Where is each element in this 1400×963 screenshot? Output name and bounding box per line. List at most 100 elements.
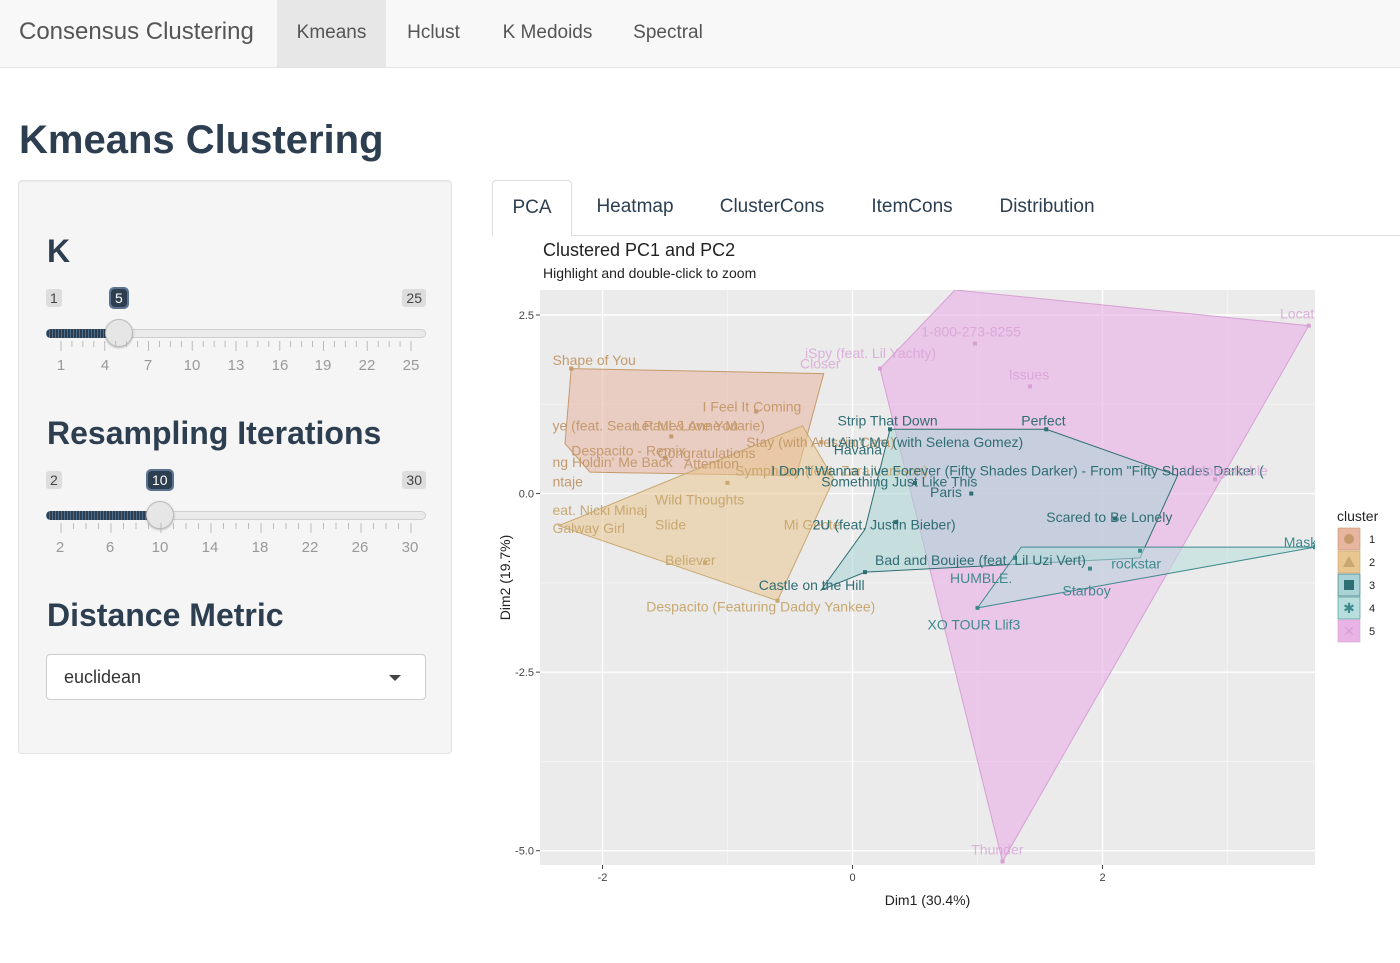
k-slider[interactable]: 1 5 25 1 4 7 10 13 16 19 22 25 (46, 287, 426, 379)
point-label: Paris (930, 484, 962, 500)
point-label: HUMBLE. (950, 570, 1012, 586)
y-tick-label: -2.5 (515, 667, 534, 679)
point-label: Despacito - Remix (571, 443, 685, 459)
point-5 (1306, 323, 1311, 328)
point-3 (1113, 516, 1117, 521)
tab-itemcons[interactable]: ItemCons (862, 180, 962, 236)
point-2 (725, 480, 730, 485)
point-label: I Feel It Coming (703, 398, 802, 414)
point-2 (775, 598, 780, 603)
k-tick: 25 (402, 357, 420, 374)
point-label: Something Just Like This (821, 473, 977, 489)
point-5 (1000, 859, 1005, 864)
point-label: Mask (1284, 534, 1318, 550)
point-3 (969, 491, 974, 496)
point-5 (1213, 477, 1217, 482)
point-label: Strip That Down (838, 413, 938, 429)
y-tick-label: -5.0 (515, 846, 534, 858)
k-tick: 7 (143, 357, 153, 374)
k-tick: 16 (271, 357, 289, 374)
legend-marker (1344, 580, 1354, 590)
nav-item-label: K Medoids (502, 22, 593, 43)
iterations-tick: 14 (201, 539, 219, 556)
nav-item-kmeans[interactable]: Kmeans (277, 0, 386, 67)
tab-bar: PCA Heatmap ClusterCons ItemCons Distrib… (492, 180, 1400, 237)
plot-subtitle: Highlight and double-click to zoom (543, 265, 757, 281)
navbar: Consensus Clustering Kmeans Hclust K Med… (0, 0, 1400, 68)
k-slider-handle[interactable] (105, 319, 133, 347)
point-label: Starboy (1063, 583, 1111, 599)
point-label: Shape of You (553, 352, 636, 368)
point-label: Wild Thoughts (655, 491, 744, 507)
tab-clustercons[interactable]: ClusterCons (712, 180, 832, 236)
iterations-tick: 2 (55, 539, 65, 556)
k-tick: 13 (227, 357, 245, 374)
point-label: Believer (665, 552, 716, 568)
point-3 (913, 480, 917, 485)
tab-heatmap[interactable]: Heatmap (588, 180, 682, 236)
point-label: Issues (1009, 366, 1049, 382)
nav-item-k-medoids[interactable]: K Medoids (485, 0, 610, 67)
iterations-slider-ticks (60, 523, 412, 533)
point-label: ye (feat. Sean Paul & Anne-Marie) (553, 418, 765, 434)
point-label: It Ain't Me (with Selena Gomez) (828, 434, 1024, 450)
point-5 (878, 366, 882, 371)
nav-item-label: Kmeans (296, 22, 367, 43)
tab-distribution[interactable]: Distribution (992, 180, 1102, 236)
navbar-brand[interactable]: Consensus Clustering (19, 18, 254, 45)
iterations-slider-min: 2 (46, 471, 62, 489)
point-label: 1-800-273-8255 (921, 323, 1021, 339)
legend-marker: ✕ (1343, 624, 1355, 640)
point-label: rockstar (1111, 556, 1161, 572)
legend-marker: ✱ (1343, 601, 1355, 617)
point-label: Closer (800, 356, 841, 372)
iterations-slider-value: 10 (146, 469, 174, 491)
point-label: Perfect (1021, 413, 1065, 429)
point-label: Galway Girl (553, 520, 625, 536)
y-axis-title: Dim2 (19.7%) (497, 535, 513, 621)
tab-pca[interactable]: PCA (492, 180, 572, 237)
iterations-slider[interactable]: 2 10 30 2 6 10 14 18 22 26 30 (46, 469, 426, 561)
nav-item-hclust[interactable]: Hclust (392, 0, 475, 67)
tab-label: PCA (512, 197, 552, 218)
point-label: Attention (684, 456, 739, 472)
x-tick-label: -2 (598, 872, 608, 884)
point-label: Scared to Be Lonely (1046, 509, 1172, 525)
pca-scatter-plot[interactable]: -2 0 2 2.5 0.0 -2.5 -5.0 Dim1 (30.4%) Dim2 (19.7… (490, 285, 1400, 915)
iterations-slider-max: 30 (402, 471, 426, 489)
distance-metric-select[interactable]: euclidean (46, 654, 426, 700)
legend-label: 5 (1369, 626, 1375, 638)
nav-item-spectral[interactable]: Spectral (620, 0, 716, 67)
point-1 (819, 440, 824, 445)
distance-metric-value: euclidean (64, 667, 142, 687)
iterations-tick: 22 (301, 539, 319, 556)
point-4 (1313, 545, 1315, 550)
legend-marker (1344, 534, 1354, 544)
point-label: Despacito (Featuring Daddy Yankee) (646, 598, 875, 614)
nav-item-label: Hclust (407, 22, 460, 43)
point-1 (569, 366, 574, 371)
point-2 (703, 560, 707, 565)
legend-label: 4 (1369, 603, 1375, 615)
x-axis-title: Dim1 (30.4%) (885, 892, 971, 908)
iterations-label: Resampling Iterations (47, 415, 382, 451)
k-tick: 10 (183, 357, 201, 374)
x-tick-label: 0 (849, 872, 855, 884)
k-label: K (47, 233, 71, 269)
point-label: Bad and Boujee (feat. Lil Uzi Vert) (875, 552, 1086, 568)
point-label: eat. Nicki Minaj (553, 502, 648, 518)
point-label: Mi Gente (784, 516, 841, 532)
point-label: Havana (834, 441, 882, 457)
legend-title: cluster (1337, 508, 1379, 524)
point-label: ng Holdin' Me Back (553, 454, 674, 470)
plot-data-layer: Shape of You I Feel It Coming Stay (with A… (553, 290, 1318, 864)
tab-label: ItemCons (871, 196, 953, 217)
point-3 (888, 427, 892, 432)
y-tick-label: 0.0 (519, 489, 534, 501)
iterations-slider-handle[interactable] (146, 501, 174, 529)
tab-label: Heatmap (596, 196, 674, 217)
point-3 (1044, 427, 1049, 432)
point-label: Castle on the Hill (759, 577, 865, 593)
x-tick-label: 2 (1099, 872, 1105, 884)
point-4 (1088, 566, 1092, 571)
